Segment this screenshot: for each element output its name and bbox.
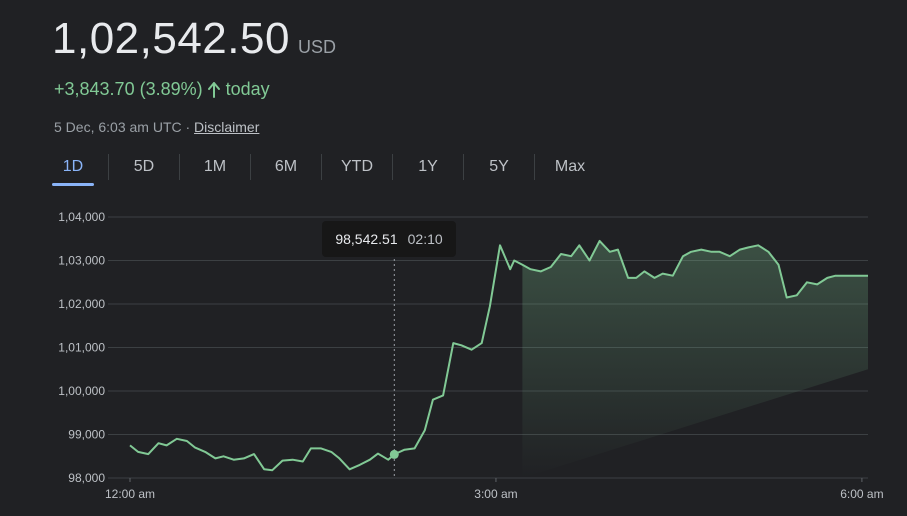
tab-1y[interactable]: 1Y xyxy=(418,158,438,175)
x-tick-label: 3:00 am xyxy=(474,487,517,501)
hover-tooltip: 98,542.51 02:10 xyxy=(322,221,456,257)
price-chart[interactable]: 98,000 99,000 1,00,000 1,01,000 1,02,000 1,03… xyxy=(0,196,907,516)
tab-6m[interactable]: 6M xyxy=(274,158,298,175)
arrow-up-icon xyxy=(207,81,220,98)
tab-max[interactable]: Max xyxy=(554,158,586,175)
change-period: today xyxy=(225,79,270,99)
y-tick-label: 99,000 xyxy=(68,428,105,442)
tab-5y[interactable]: 5Y xyxy=(489,158,509,175)
tab-1d[interactable]: 1D xyxy=(38,152,108,186)
price-change: +3,843.70 (3.89%) today xyxy=(54,79,270,100)
y-tick-label: 1,01,000 xyxy=(58,341,105,355)
tab-divider xyxy=(463,154,464,180)
area-fill xyxy=(522,240,868,478)
x-tick-label: 12:00 am xyxy=(105,487,155,501)
y-tick-label: 1,02,000 xyxy=(58,297,105,311)
tab-divider xyxy=(250,154,251,180)
series-line xyxy=(129,239,868,472)
hover-point xyxy=(389,449,399,459)
tooltip-value: 98,542.51 xyxy=(335,231,398,247)
tab-divider xyxy=(392,154,393,180)
current-price: 1,02,542.50 xyxy=(52,14,290,63)
x-tick-label: 6:00 am xyxy=(840,487,883,501)
y-tick-label: 1,00,000 xyxy=(58,384,105,398)
tooltip-time: 02:10 xyxy=(407,231,443,247)
tab-5d[interactable]: 5D xyxy=(133,158,155,175)
timestamp: 5 Dec, 6:03 am UTC · xyxy=(54,119,195,135)
change-value: +3,843.70 (3.89%) xyxy=(54,79,203,99)
price-header: 1,02,542.50 USD xyxy=(52,14,336,64)
y-tick-label: 1,03,000 xyxy=(58,254,105,268)
tab-ytd[interactable]: YTD xyxy=(341,158,373,175)
disclaimer-link[interactable]: Disclaimer xyxy=(194,119,260,135)
timestamp-row: 5 Dec, 6:03 am UTC · Disclaimer xyxy=(54,119,259,135)
currency-label: USD xyxy=(297,37,336,57)
range-tabs: 1D 5D 1M 6M YTD 1Y 5Y Max xyxy=(38,152,605,186)
tab-divider xyxy=(108,154,109,180)
tab-divider xyxy=(179,154,180,180)
y-tick-label: 1,04,000 xyxy=(58,210,105,224)
tab-divider xyxy=(534,154,535,180)
y-tick-label: 98,000 xyxy=(68,471,105,485)
tab-1m[interactable]: 1M xyxy=(203,158,227,175)
tab-divider xyxy=(321,154,322,180)
